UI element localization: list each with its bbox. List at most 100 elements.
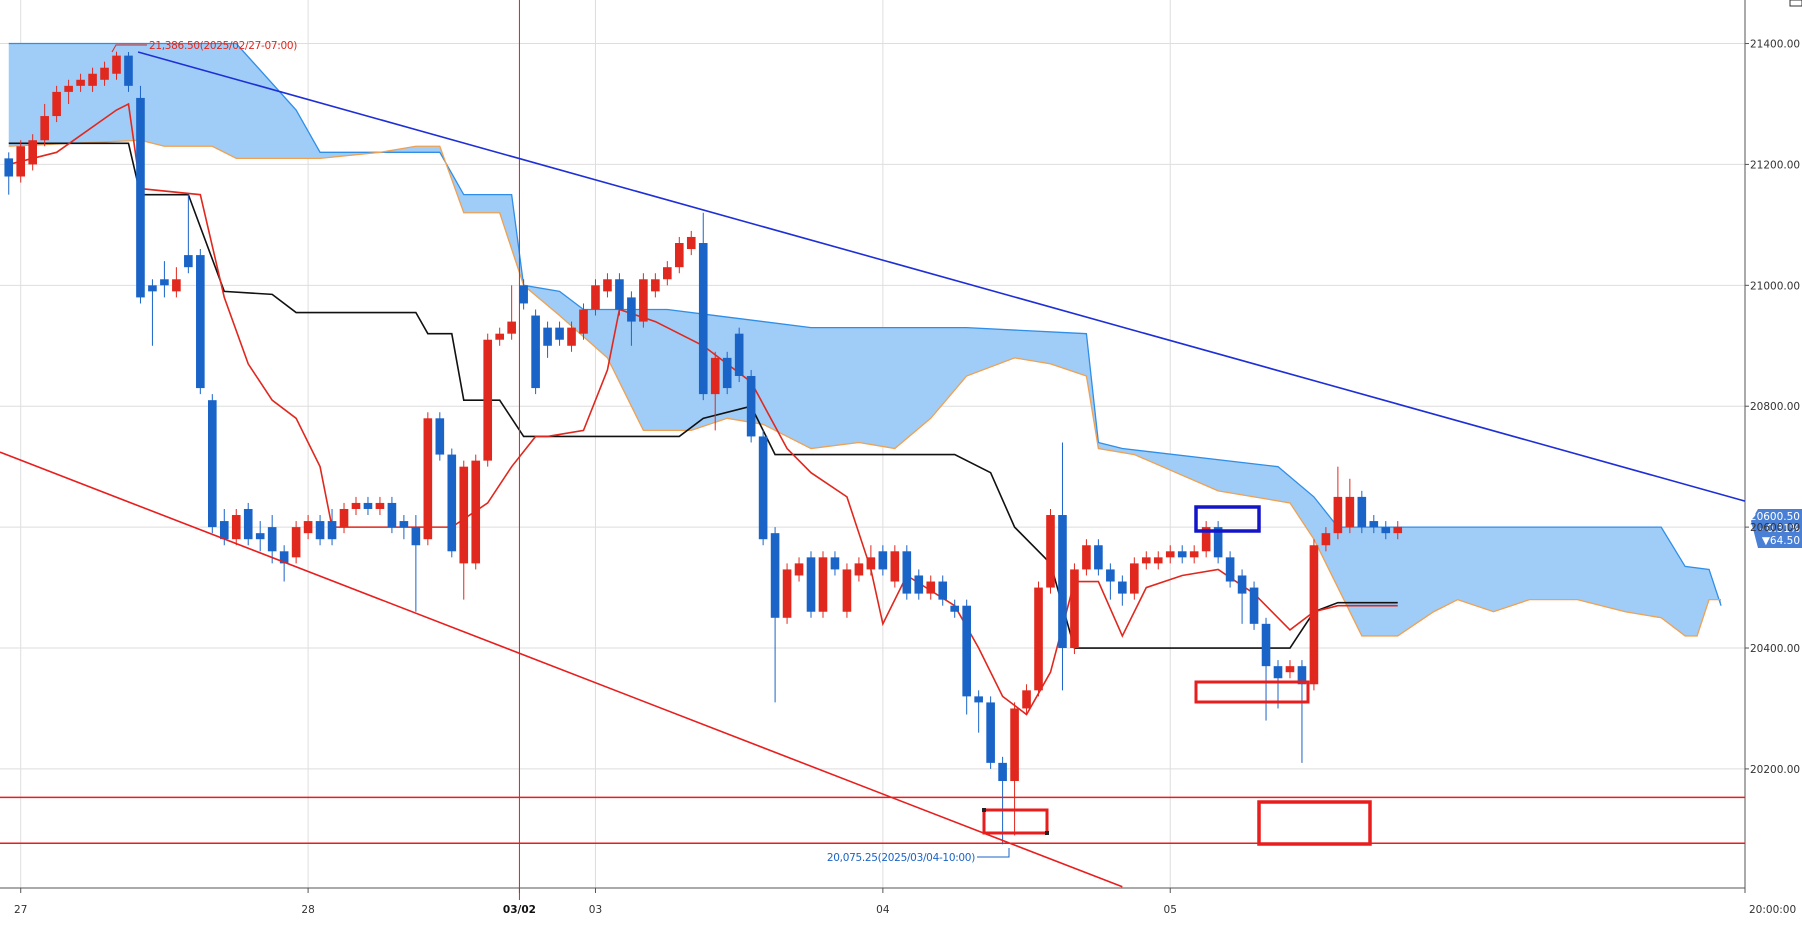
candle-body xyxy=(1333,496,1343,534)
candle-body xyxy=(255,533,265,540)
candle-body xyxy=(663,267,672,280)
candle-body xyxy=(962,605,971,697)
candle-body xyxy=(64,85,73,92)
cloud-area xyxy=(8,43,1722,636)
candle-body xyxy=(387,502,397,528)
candle-body xyxy=(1189,551,1199,558)
candle-body xyxy=(986,702,995,763)
candle-body xyxy=(1273,666,1283,679)
highlight-box xyxy=(1194,505,1261,533)
candle-body xyxy=(866,557,876,570)
candle-body xyxy=(303,521,313,534)
corner-button xyxy=(1789,0,1802,7)
candle-body xyxy=(615,279,624,310)
candle-body xyxy=(459,466,469,564)
candle-body xyxy=(914,575,924,594)
high-annotation: 21,386.50(2025/02/27-07:00) xyxy=(149,40,297,52)
candle-body xyxy=(651,279,660,292)
candle-body xyxy=(890,551,900,582)
x-tick-label: 04 xyxy=(876,904,890,916)
candle-body xyxy=(16,146,26,177)
candle-body xyxy=(591,285,600,310)
candle-body xyxy=(172,279,181,292)
handle xyxy=(1045,831,1049,835)
candle-body xyxy=(746,375,756,437)
candle-body xyxy=(1381,527,1391,534)
candle-body xyxy=(1153,557,1163,564)
candle-body xyxy=(1058,515,1067,649)
trendline xyxy=(137,51,1746,502)
candle-body xyxy=(818,557,828,612)
candle-body xyxy=(950,605,960,612)
price-tag-price: 20600.50 xyxy=(1750,511,1800,523)
candle-body xyxy=(794,563,804,576)
candle-body xyxy=(411,527,421,546)
candle-body xyxy=(1393,526,1403,534)
x-tick-label: 03 xyxy=(589,904,602,916)
candle-body xyxy=(567,327,576,346)
y-tick-label: 20200.00 xyxy=(1750,764,1800,776)
candle-body xyxy=(88,73,97,86)
candle-body xyxy=(267,527,277,552)
candle-body xyxy=(160,279,169,286)
candle-body xyxy=(483,339,493,461)
candle-body xyxy=(782,569,792,618)
x-tick-label: 05 xyxy=(1164,904,1177,916)
candle-body xyxy=(1261,623,1271,667)
candle-body xyxy=(974,696,983,703)
candle-body xyxy=(423,418,433,540)
price-tag-pct: - 0.31% xyxy=(1760,523,1801,535)
candle-body xyxy=(830,557,840,570)
candle-body xyxy=(100,67,109,80)
low-annotation: 20,075.25(2025/03/04-10:00) xyxy=(827,852,975,864)
span-a xyxy=(8,42,1722,606)
candle-body xyxy=(495,333,504,340)
trendline xyxy=(0,451,1123,888)
candle-body xyxy=(363,502,373,509)
candle-body xyxy=(1297,666,1307,685)
candle-body xyxy=(1285,666,1295,673)
candle-body xyxy=(878,551,888,570)
candle-body xyxy=(1046,515,1055,588)
span-b xyxy=(8,139,1722,637)
candle-body xyxy=(806,557,816,612)
candle-body xyxy=(519,285,528,304)
candle-body xyxy=(1225,557,1235,582)
candle-body xyxy=(722,357,732,389)
candle-body xyxy=(327,521,337,540)
candle-body xyxy=(375,502,385,509)
candle-body xyxy=(1249,587,1259,624)
candle-body xyxy=(1022,690,1031,709)
x-tick-label: 28 xyxy=(301,904,314,916)
candle-body xyxy=(1345,496,1355,528)
candle-body xyxy=(279,551,289,564)
candle-body xyxy=(52,91,61,117)
candle-body xyxy=(219,521,229,540)
candle-body xyxy=(1118,581,1127,594)
candle-body xyxy=(207,400,217,528)
candle-body xyxy=(471,460,481,564)
price-tag-change: ▼64.50 xyxy=(1762,535,1800,547)
cloud xyxy=(8,43,1722,636)
candle-body xyxy=(243,508,253,540)
candle-body xyxy=(1201,527,1211,552)
candle-body xyxy=(531,315,540,389)
candle-body xyxy=(938,581,948,600)
handle xyxy=(982,808,986,812)
candle-body xyxy=(399,521,409,528)
candle-body xyxy=(1321,533,1331,546)
candle-body xyxy=(627,297,636,322)
candle-body xyxy=(339,508,349,528)
price-tag: 20600.50 - 0.31% ▼64.50 xyxy=(1750,509,1802,548)
candle-body xyxy=(76,79,85,86)
candle-body xyxy=(998,762,1007,782)
candle-body xyxy=(734,333,744,376)
x-tick-label: 27 xyxy=(14,904,27,916)
candle-body xyxy=(148,285,157,292)
candle-body xyxy=(698,243,708,395)
candle-body xyxy=(435,418,445,455)
candle-body xyxy=(40,116,49,141)
candle-body xyxy=(686,236,696,250)
y-tick-label: 20800.00 xyxy=(1750,401,1800,413)
